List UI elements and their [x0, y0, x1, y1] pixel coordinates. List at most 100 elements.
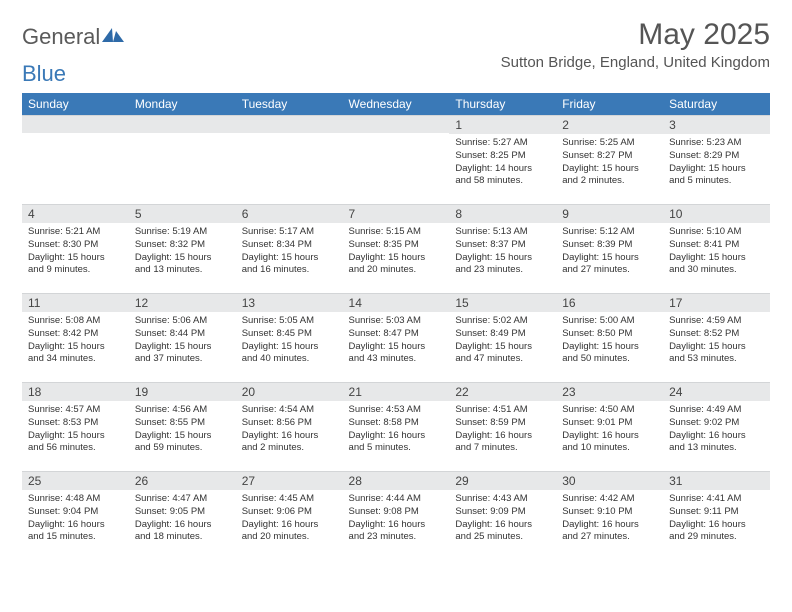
calendar-cell: 21Sunrise: 4:53 AMSunset: 8:58 PMDayligh… — [343, 382, 450, 471]
calendar-table: SundayMondayTuesdayWednesdayThursdayFrid… — [22, 93, 770, 560]
day-details: Sunrise: 5:08 AMSunset: 8:42 PMDaylight:… — [22, 312, 129, 366]
calendar-cell: 27Sunrise: 4:45 AMSunset: 9:06 PMDayligh… — [236, 471, 343, 560]
day-details: Sunrise: 5:23 AMSunset: 8:29 PMDaylight:… — [663, 134, 770, 188]
day-number: 19 — [129, 382, 236, 401]
day-details: Sunrise: 4:43 AMSunset: 9:09 PMDaylight:… — [449, 490, 556, 544]
day-number — [236, 115, 343, 133]
calendar-cell: 11Sunrise: 5:08 AMSunset: 8:42 PMDayligh… — [22, 293, 129, 382]
day-number: 5 — [129, 204, 236, 223]
day-details: Sunrise: 4:50 AMSunset: 9:01 PMDaylight:… — [556, 401, 663, 455]
calendar-week-row: 25Sunrise: 4:48 AMSunset: 9:04 PMDayligh… — [22, 471, 770, 560]
day-details: Sunrise: 5:12 AMSunset: 8:39 PMDaylight:… — [556, 223, 663, 277]
calendar-cell: 23Sunrise: 4:50 AMSunset: 9:01 PMDayligh… — [556, 382, 663, 471]
calendar-cell: 12Sunrise: 5:06 AMSunset: 8:44 PMDayligh… — [129, 293, 236, 382]
calendar-cell: 2Sunrise: 5:25 AMSunset: 8:27 PMDaylight… — [556, 115, 663, 204]
calendar-cell: 26Sunrise: 4:47 AMSunset: 9:05 PMDayligh… — [129, 471, 236, 560]
day-number: 12 — [129, 293, 236, 312]
calendar-cell: 22Sunrise: 4:51 AMSunset: 8:59 PMDayligh… — [449, 382, 556, 471]
day-number: 2 — [556, 115, 663, 134]
day-number: 28 — [343, 471, 450, 490]
calendar-cell: 1Sunrise: 5:27 AMSunset: 8:25 PMDaylight… — [449, 115, 556, 204]
calendar-cell: 16Sunrise: 5:00 AMSunset: 8:50 PMDayligh… — [556, 293, 663, 382]
day-details: Sunrise: 4:53 AMSunset: 8:58 PMDaylight:… — [343, 401, 450, 455]
weekday-header: Saturday — [663, 93, 770, 115]
day-number — [129, 115, 236, 133]
day-details: Sunrise: 4:44 AMSunset: 9:08 PMDaylight:… — [343, 490, 450, 544]
calendar-cell: 24Sunrise: 4:49 AMSunset: 9:02 PMDayligh… — [663, 382, 770, 471]
calendar-week-row: 4Sunrise: 5:21 AMSunset: 8:30 PMDaylight… — [22, 204, 770, 293]
calendar-cell: 9Sunrise: 5:12 AMSunset: 8:39 PMDaylight… — [556, 204, 663, 293]
day-details: Sunrise: 5:03 AMSunset: 8:47 PMDaylight:… — [343, 312, 450, 366]
day-number: 17 — [663, 293, 770, 312]
day-details: Sunrise: 5:00 AMSunset: 8:50 PMDaylight:… — [556, 312, 663, 366]
day-number: 26 — [129, 471, 236, 490]
calendar-week-row: 18Sunrise: 4:57 AMSunset: 8:53 PMDayligh… — [22, 382, 770, 471]
calendar-cell: 7Sunrise: 5:15 AMSunset: 8:35 PMDaylight… — [343, 204, 450, 293]
day-details: Sunrise: 4:41 AMSunset: 9:11 PMDaylight:… — [663, 490, 770, 544]
day-number: 6 — [236, 204, 343, 223]
day-details: Sunrise: 5:02 AMSunset: 8:49 PMDaylight:… — [449, 312, 556, 366]
day-number: 15 — [449, 293, 556, 312]
day-details: Sunrise: 4:57 AMSunset: 8:53 PMDaylight:… — [22, 401, 129, 455]
day-details: Sunrise: 5:21 AMSunset: 8:30 PMDaylight:… — [22, 223, 129, 277]
day-details: Sunrise: 4:49 AMSunset: 9:02 PMDaylight:… — [663, 401, 770, 455]
day-details: Sunrise: 5:05 AMSunset: 8:45 PMDaylight:… — [236, 312, 343, 366]
day-number: 18 — [22, 382, 129, 401]
day-number: 27 — [236, 471, 343, 490]
calendar-cell: 15Sunrise: 5:02 AMSunset: 8:49 PMDayligh… — [449, 293, 556, 382]
calendar-week-row: 11Sunrise: 5:08 AMSunset: 8:42 PMDayligh… — [22, 293, 770, 382]
weekday-header: Friday — [556, 93, 663, 115]
calendar-cell: 28Sunrise: 4:44 AMSunset: 9:08 PMDayligh… — [343, 471, 450, 560]
day-details: Sunrise: 5:06 AMSunset: 8:44 PMDaylight:… — [129, 312, 236, 366]
day-number: 4 — [22, 204, 129, 223]
location-text: Sutton Bridge, England, United Kingdom — [501, 54, 770, 71]
calendar-cell: 31Sunrise: 4:41 AMSunset: 9:11 PMDayligh… — [663, 471, 770, 560]
weekday-header: Wednesday — [343, 93, 450, 115]
calendar-cell: 10Sunrise: 5:10 AMSunset: 8:41 PMDayligh… — [663, 204, 770, 293]
logo: General — [22, 18, 124, 50]
day-details: Sunrise: 4:47 AMSunset: 9:05 PMDaylight:… — [129, 490, 236, 544]
day-details: Sunrise: 5:27 AMSunset: 8:25 PMDaylight:… — [449, 134, 556, 188]
calendar-week-row: 1Sunrise: 5:27 AMSunset: 8:25 PMDaylight… — [22, 115, 770, 204]
day-details: Sunrise: 5:10 AMSunset: 8:41 PMDaylight:… — [663, 223, 770, 277]
calendar-cell — [22, 115, 129, 204]
calendar-cell: 25Sunrise: 4:48 AMSunset: 9:04 PMDayligh… — [22, 471, 129, 560]
calendar-cell: 5Sunrise: 5:19 AMSunset: 8:32 PMDaylight… — [129, 204, 236, 293]
day-number — [22, 115, 129, 133]
day-number: 30 — [556, 471, 663, 490]
day-number: 25 — [22, 471, 129, 490]
day-details: Sunrise: 4:45 AMSunset: 9:06 PMDaylight:… — [236, 490, 343, 544]
calendar-cell — [343, 115, 450, 204]
day-number: 22 — [449, 382, 556, 401]
day-details: Sunrise: 4:56 AMSunset: 8:55 PMDaylight:… — [129, 401, 236, 455]
day-details: Sunrise: 4:51 AMSunset: 8:59 PMDaylight:… — [449, 401, 556, 455]
day-details: Sunrise: 5:13 AMSunset: 8:37 PMDaylight:… — [449, 223, 556, 277]
calendar-cell: 30Sunrise: 4:42 AMSunset: 9:10 PMDayligh… — [556, 471, 663, 560]
day-number: 1 — [449, 115, 556, 134]
day-details: Sunrise: 5:17 AMSunset: 8:34 PMDaylight:… — [236, 223, 343, 277]
day-number: 9 — [556, 204, 663, 223]
calendar-cell — [129, 115, 236, 204]
day-details: Sunrise: 4:48 AMSunset: 9:04 PMDaylight:… — [22, 490, 129, 544]
day-details: Sunrise: 5:19 AMSunset: 8:32 PMDaylight:… — [129, 223, 236, 277]
logo-text-1: General — [22, 24, 100, 50]
calendar-cell: 18Sunrise: 4:57 AMSunset: 8:53 PMDayligh… — [22, 382, 129, 471]
weekday-header: Thursday — [449, 93, 556, 115]
day-number: 14 — [343, 293, 450, 312]
day-details: Sunrise: 4:42 AMSunset: 9:10 PMDaylight:… — [556, 490, 663, 544]
day-number: 16 — [556, 293, 663, 312]
calendar-cell: 6Sunrise: 5:17 AMSunset: 8:34 PMDaylight… — [236, 204, 343, 293]
calendar-page: General May 2025 Sutton Bridge, England,… — [0, 0, 792, 570]
day-number: 21 — [343, 382, 450, 401]
day-number: 13 — [236, 293, 343, 312]
calendar-cell: 17Sunrise: 4:59 AMSunset: 8:52 PMDayligh… — [663, 293, 770, 382]
weekday-header: Tuesday — [236, 93, 343, 115]
day-number: 3 — [663, 115, 770, 134]
day-number: 20 — [236, 382, 343, 401]
day-number: 7 — [343, 204, 450, 223]
day-number: 8 — [449, 204, 556, 223]
calendar-cell: 4Sunrise: 5:21 AMSunset: 8:30 PMDaylight… — [22, 204, 129, 293]
day-details: Sunrise: 4:54 AMSunset: 8:56 PMDaylight:… — [236, 401, 343, 455]
day-number: 11 — [22, 293, 129, 312]
day-number — [343, 115, 450, 133]
